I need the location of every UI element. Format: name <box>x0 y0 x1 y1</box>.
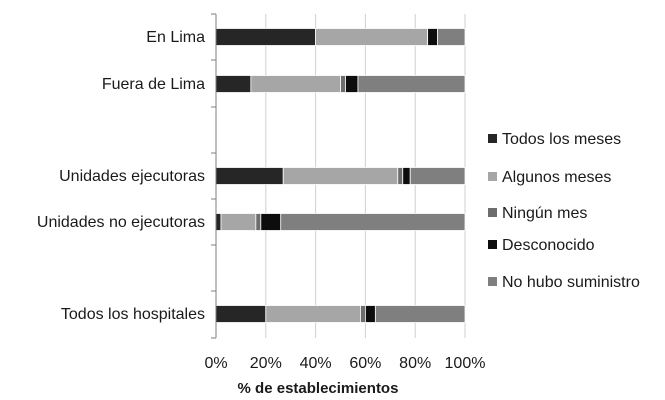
bar-segment <box>250 75 341 93</box>
bar-segment <box>215 28 316 46</box>
legend-swatch <box>488 172 497 181</box>
x-tick-label: 100% <box>445 355 486 372</box>
category-labels: En Lima Fuera de Lima Unidades ejecutoras U… <box>37 29 205 323</box>
category-label: Unidades no ejecutoras <box>37 214 205 231</box>
bar-segment <box>397 167 404 185</box>
bar-segment <box>402 167 411 185</box>
bar-segment <box>340 75 346 93</box>
legend-swatch <box>488 277 497 286</box>
x-tick-label: 40% <box>300 355 332 372</box>
bar-segment <box>282 167 399 185</box>
category-label: Fuera de Lima <box>102 76 205 93</box>
category-label: Unidades ejecutoras <box>59 168 205 185</box>
bar-segment <box>364 305 376 323</box>
legend: Todos los meses Algunos meses Ningún mes De… <box>488 131 640 291</box>
legend-label: Todos los meses <box>502 131 621 148</box>
bars <box>215 28 466 323</box>
x-tick-labels: 0% 20% 40% 60% 80% 100% <box>204 355 485 372</box>
legend-label: Desconocido <box>502 237 595 254</box>
bar-segment <box>374 305 466 323</box>
x-tick-label: 0% <box>204 355 227 372</box>
bar-segment <box>215 305 267 323</box>
bar-segment <box>265 305 361 323</box>
bar-segment <box>315 28 429 46</box>
axes <box>211 13 217 339</box>
x-axis-title: % de establecimientos <box>238 380 399 397</box>
x-tick-label: 80% <box>399 355 431 372</box>
legend-label: No hubo suministro <box>502 274 640 291</box>
bar-segment <box>260 213 282 231</box>
legend-label: Algunos meses <box>502 169 611 186</box>
category-label: Todos los hospitales <box>61 306 205 323</box>
legend-swatch <box>488 134 497 143</box>
bar-segment <box>215 167 284 185</box>
bar-segment <box>220 213 257 231</box>
bar-segment <box>280 213 466 231</box>
x-tick-label: 20% <box>250 355 282 372</box>
legend-swatch <box>488 208 497 217</box>
legend-label: Ningún mes <box>502 205 587 222</box>
bar-segment <box>409 167 466 185</box>
category-label: En Lima <box>146 29 205 46</box>
bar-segment <box>345 75 359 93</box>
bar-segment <box>215 213 222 231</box>
bar-segment <box>215 75 252 93</box>
bar-segment <box>360 305 366 323</box>
bar-segment <box>357 75 466 93</box>
x-tick-label: 60% <box>349 355 381 372</box>
bar-segment <box>255 213 262 231</box>
bar-segment <box>437 28 466 46</box>
bar-segment <box>427 28 439 46</box>
legend-swatch <box>488 240 497 249</box>
